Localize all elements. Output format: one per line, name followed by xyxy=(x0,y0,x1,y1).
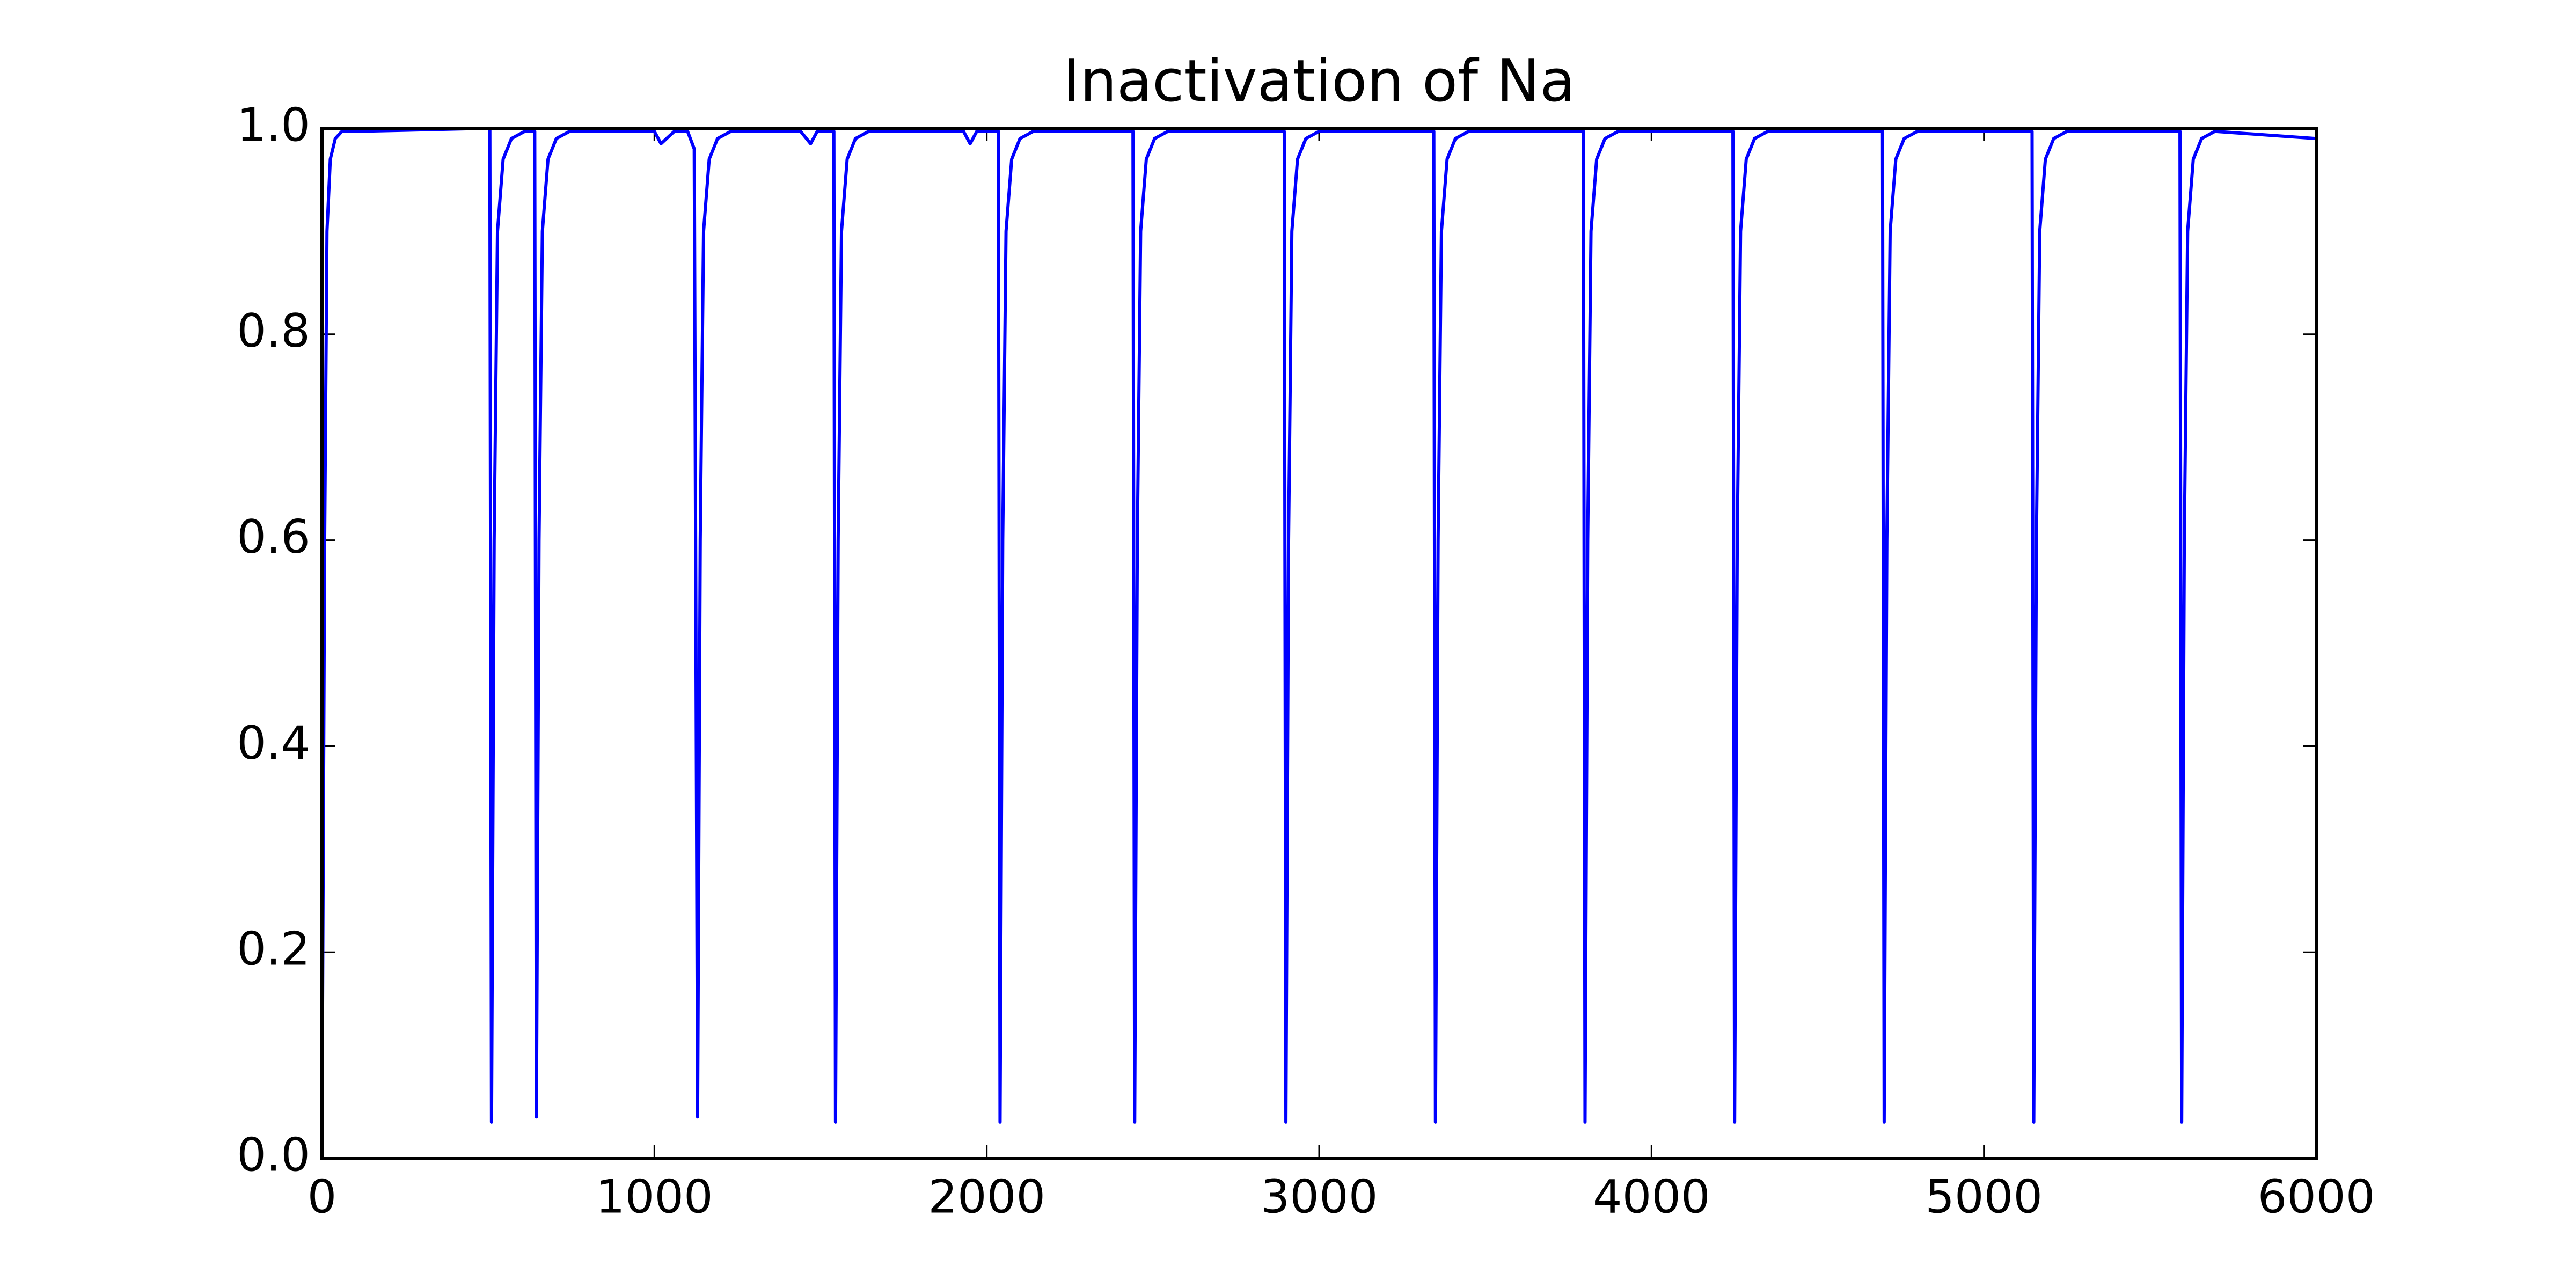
x-tick-label: 6000 xyxy=(2258,1170,2375,1224)
y-tick-label: 1.0 xyxy=(237,98,310,152)
data-line xyxy=(320,127,2317,1124)
x-tick-label: 0 xyxy=(308,1170,337,1224)
y-tick-label: 0.2 xyxy=(237,923,310,976)
y-tick-label: 0.4 xyxy=(237,716,310,770)
x-tick-label: 2000 xyxy=(928,1170,1045,1224)
x-tick-label: 5000 xyxy=(1925,1170,2043,1224)
x-tick-label: 3000 xyxy=(1261,1170,1378,1224)
x-tick-label: 1000 xyxy=(596,1170,713,1224)
plot-frame xyxy=(320,127,2318,1160)
y-tick-label: 0.0 xyxy=(237,1128,310,1182)
y-tick-label: 0.6 xyxy=(237,510,310,564)
chart-title: Inactivation of Na xyxy=(1063,48,1576,115)
y-tick-label: 0.8 xyxy=(237,304,310,358)
x-tick-label: 4000 xyxy=(1593,1170,1710,1224)
